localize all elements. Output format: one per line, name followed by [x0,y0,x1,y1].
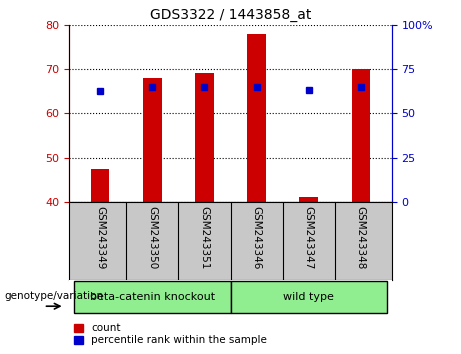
Text: GSM243348: GSM243348 [355,206,366,269]
Text: GSM243346: GSM243346 [252,206,261,269]
Text: wild type: wild type [283,292,334,302]
Bar [248,34,266,202]
Bar [352,69,370,202]
Title: GDS3322 / 1443858_at: GDS3322 / 1443858_at [150,8,311,22]
Bar [74,281,230,313]
Text: beta-catenin knockout: beta-catenin knockout [90,292,215,302]
Text: GSM243350: GSM243350 [148,206,157,269]
Bar [91,169,110,202]
Legend: count, percentile rank within the sample: count, percentile rank within the sample [74,323,267,345]
Text: genotype/variation: genotype/variation [5,291,104,301]
Text: GSM243349: GSM243349 [95,206,106,269]
Text: GSM243347: GSM243347 [304,206,313,269]
Bar [230,281,387,313]
Bar [300,197,318,202]
Bar [195,73,213,202]
Bar [143,78,161,202]
Text: GSM243351: GSM243351 [200,206,209,269]
